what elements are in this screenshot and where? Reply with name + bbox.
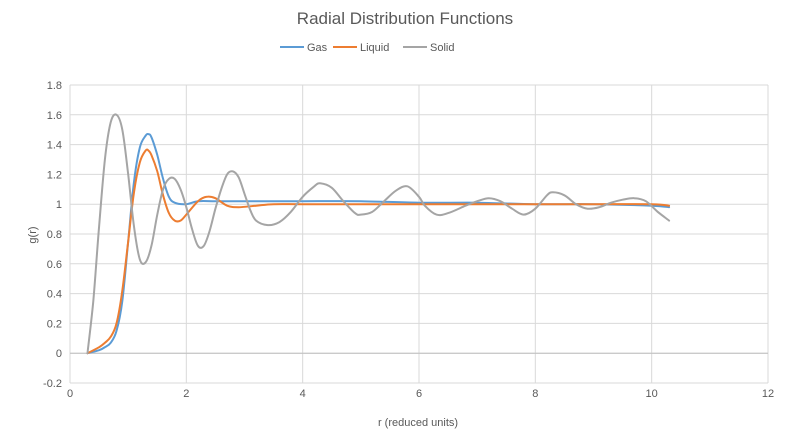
series-line-gas <box>86 132 671 355</box>
y-tick-label: 0.4 <box>47 289 62 301</box>
legend-label-solid: Solid <box>430 42 454 54</box>
x-tick-label: 0 <box>67 388 73 400</box>
gridlines <box>69 84 769 384</box>
chart-title: Radial Distribution Functions <box>297 9 513 28</box>
x-tick-label: 4 <box>300 388 306 400</box>
series-line-solid <box>86 113 671 355</box>
legend-label-gas: Gas <box>307 42 328 54</box>
y-axis-title: g(r) <box>27 226 39 243</box>
series-line-liquid <box>86 148 671 355</box>
y-tick-label: -0.2 <box>43 378 62 390</box>
x-axis-title: r (reduced units) <box>378 417 458 429</box>
y-axis-ticks: -0.2 0 0.2 0.4 0.6 0.8 1 1.2 1.4 1.6 1.8 <box>43 80 62 390</box>
y-tick-label: 0.2 <box>47 318 62 330</box>
x-tick-label: 12 <box>762 388 774 400</box>
y-tick-label: 0.8 <box>47 229 62 241</box>
legend-label-liquid: Liquid <box>360 42 389 54</box>
x-tick-label: 6 <box>416 388 422 400</box>
y-tick-label: 1.6 <box>47 110 62 122</box>
y-tick-label: 1 <box>56 199 62 211</box>
series-group <box>86 113 671 355</box>
legend: Gas Liquid Solid <box>280 42 454 54</box>
y-tick-label: 0.6 <box>47 259 62 271</box>
y-tick-label: 1.4 <box>47 140 62 152</box>
y-tick-label: 1.8 <box>47 80 62 92</box>
y-tick-label: 1.2 <box>47 169 62 181</box>
x-tick-label: 2 <box>183 388 189 400</box>
y-tick-label: 0 <box>56 348 62 360</box>
x-axis-ticks: 0 2 4 6 8 10 12 <box>67 388 774 400</box>
x-tick-label: 10 <box>646 388 658 400</box>
x-tick-label: 8 <box>532 388 538 400</box>
